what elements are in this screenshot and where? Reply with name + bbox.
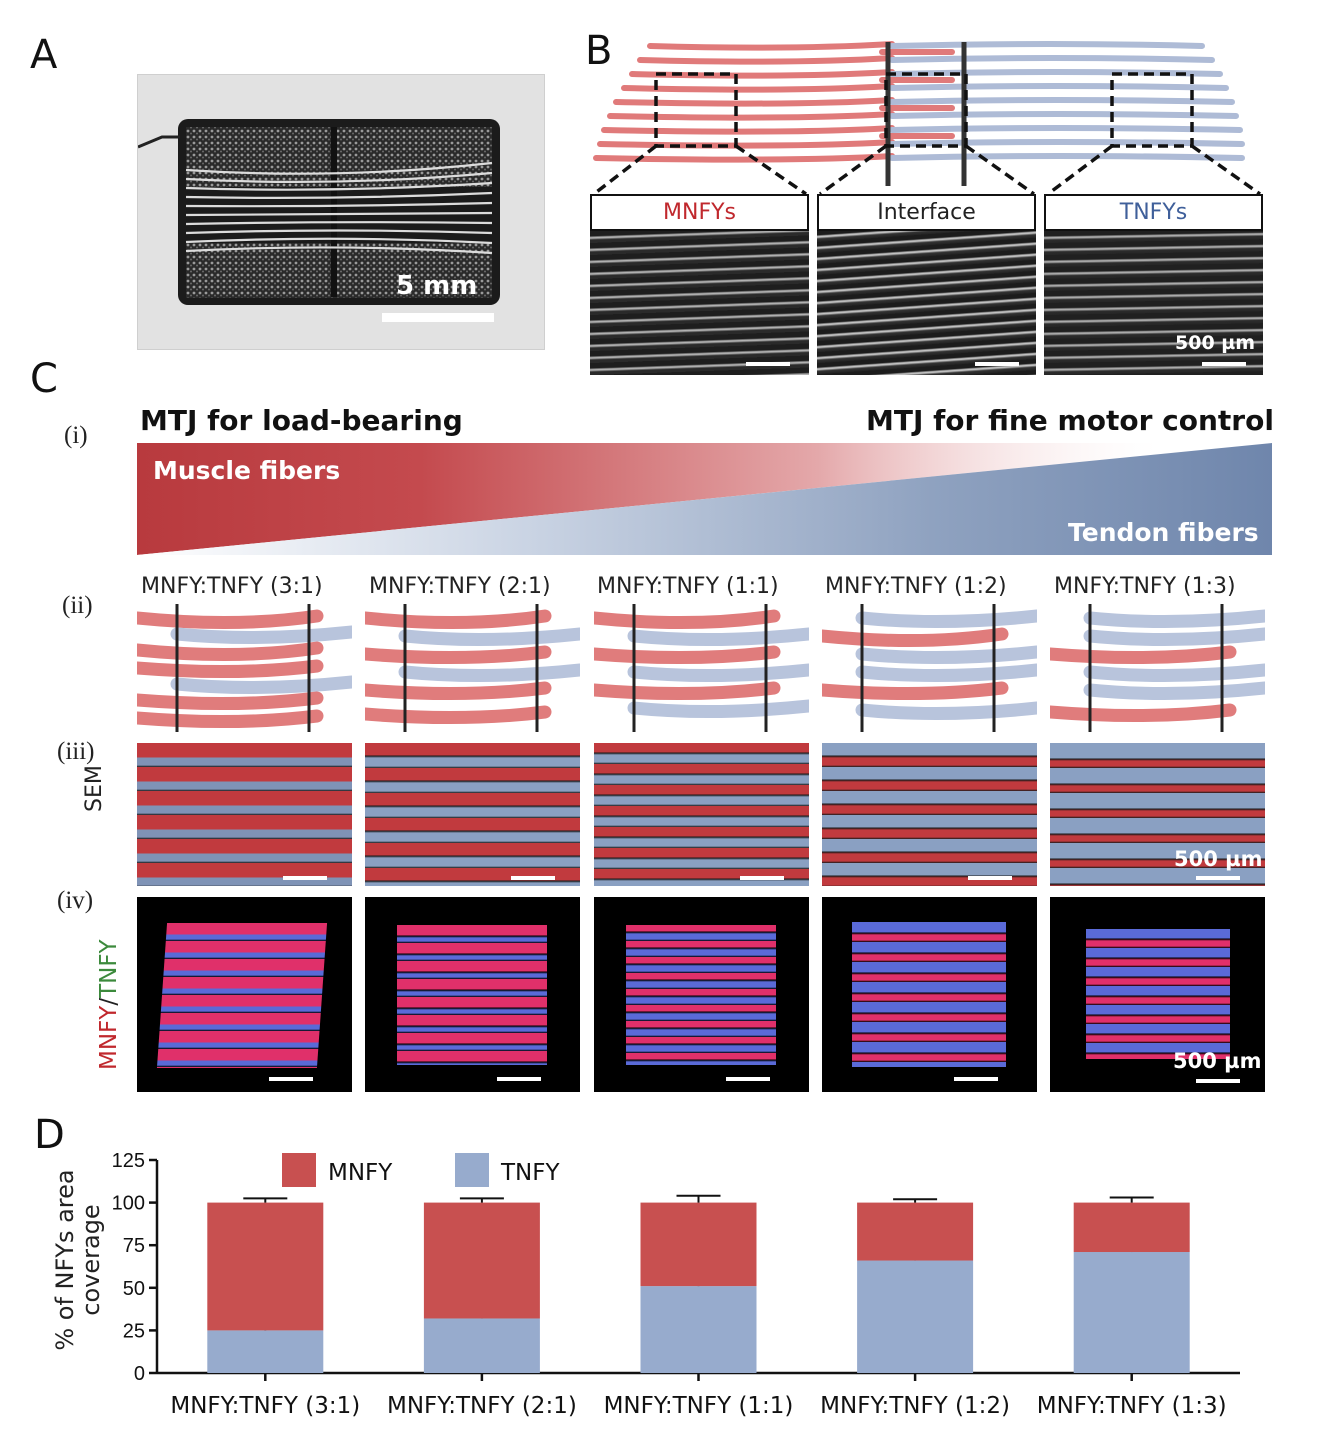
heading-load-bearing: MTJ for load-bearing bbox=[140, 404, 463, 437]
bar-tnfy bbox=[423, 1318, 540, 1373]
y-tick-label: 75 bbox=[123, 1235, 145, 1257]
bar-tnfy bbox=[207, 1330, 324, 1373]
scalebar bbox=[975, 362, 1019, 366]
scalebar bbox=[1196, 876, 1240, 880]
scalebar bbox=[1196, 1079, 1240, 1083]
scalebar-label: 500 µm bbox=[1175, 332, 1256, 354]
sem-1-1 bbox=[594, 743, 809, 886]
scalebar bbox=[269, 1077, 313, 1081]
panel-label-a: A bbox=[30, 32, 58, 78]
sem-1-3: 500 µm bbox=[1050, 743, 1265, 886]
scalebar bbox=[954, 1077, 998, 1081]
heading-fine-motor: MTJ for fine motor control bbox=[866, 404, 1274, 437]
scalebar bbox=[1202, 362, 1246, 366]
confocal-2-1 bbox=[365, 897, 580, 1092]
scalebar bbox=[968, 876, 1012, 880]
gradient-wedge bbox=[137, 443, 1272, 555]
confocal-1-2 bbox=[822, 897, 1037, 1092]
scalebar-label: 5 mm bbox=[396, 271, 478, 301]
box-mnfys-label: MNFYs bbox=[663, 200, 736, 225]
x-tick-label: MNFY:TNFY (1:3) bbox=[1037, 1393, 1227, 1419]
tendon-fibers-label: Tendon fibers bbox=[1068, 518, 1259, 547]
sem-image-tnfys: 500 µm bbox=[1044, 231, 1263, 375]
scalebar bbox=[497, 1077, 541, 1081]
ratio-title-1-3: MNFY:TNFY (1:3) bbox=[1054, 574, 1236, 599]
bar-mnfy bbox=[857, 1202, 974, 1261]
x-tick-label: MNFY:TNFY (1:1) bbox=[604, 1393, 794, 1419]
fiber-render bbox=[626, 925, 776, 1065]
x-tick-label: MNFY:TNFY (2:1) bbox=[387, 1393, 577, 1419]
legend-swatch-mnfy bbox=[282, 1153, 316, 1187]
y-tick-label: 125 bbox=[112, 1150, 145, 1172]
bar-mnfy bbox=[423, 1202, 540, 1319]
fiber-render bbox=[1086, 929, 1230, 1059]
ratio-title-2-1: MNFY:TNFY (2:1) bbox=[369, 574, 551, 599]
scalebar bbox=[511, 876, 555, 880]
scaffold-photo-graphic bbox=[137, 119, 500, 305]
box-tnfys: TNFYs bbox=[1044, 194, 1263, 231]
scalebar bbox=[283, 876, 327, 880]
legend-swatch-tnfy bbox=[455, 1153, 489, 1187]
sem-image-mnfys bbox=[590, 231, 809, 375]
muscle-fibers-label: Muscle fibers bbox=[153, 456, 341, 485]
sem-2-1 bbox=[365, 743, 580, 886]
bar-mnfy bbox=[207, 1202, 324, 1331]
sem-row-label: SEM bbox=[82, 765, 107, 812]
confocal-1-1 bbox=[594, 897, 809, 1092]
row-label-i: (i) bbox=[64, 422, 88, 449]
schematic-3-1 bbox=[137, 604, 352, 732]
panel-label-b: B bbox=[585, 28, 613, 74]
schematic-2-1 bbox=[365, 604, 580, 732]
ratio-title-1-1: MNFY:TNFY (1:1) bbox=[597, 574, 779, 599]
yarn-schematic bbox=[592, 41, 1262, 196]
fiber-render bbox=[156, 923, 328, 1068]
bar-tnfy bbox=[857, 1260, 974, 1373]
bar-tnfy bbox=[640, 1286, 757, 1373]
schematic-1-2 bbox=[822, 604, 1037, 732]
legend-label-mnfy: MNFY bbox=[328, 1160, 393, 1186]
ratio-title-1-2: MNFY:TNFY (1:2) bbox=[825, 574, 1007, 599]
bar-tnfy bbox=[1073, 1252, 1190, 1373]
box-interface: Interface bbox=[817, 194, 1036, 231]
sem-image-interface bbox=[817, 231, 1036, 375]
row-label-ii: (ii) bbox=[62, 592, 93, 619]
scalebar-label: 500 µm bbox=[1173, 1049, 1262, 1073]
tnfy-label: TNFY bbox=[96, 939, 122, 998]
scalebar bbox=[726, 1077, 770, 1081]
scalebar bbox=[740, 876, 784, 880]
y-tick-label: 100 bbox=[112, 1193, 145, 1215]
panel-label-d: D bbox=[34, 1112, 65, 1158]
stacked-bar-chart: 0 25 50 75 100 125 MNFY:TNFY (3:1) MNFY:TNFY (2… bbox=[112, 1150, 1240, 1419]
scalebar bbox=[746, 362, 790, 366]
mnfy-label: MNFY bbox=[96, 1005, 122, 1070]
ratio-title-3-1: MNFY:TNFY (3:1) bbox=[141, 574, 323, 599]
box-tnfys-label: TNFYs bbox=[1119, 200, 1188, 225]
fiber-render bbox=[852, 922, 1006, 1067]
box-interface-label: Interface bbox=[877, 200, 976, 225]
sem-3-1 bbox=[137, 743, 352, 886]
legend-label-tnfy: TNFY bbox=[500, 1160, 560, 1186]
fiber-render bbox=[397, 925, 547, 1065]
bar-mnfy bbox=[1073, 1202, 1190, 1253]
confocal-3-1 bbox=[137, 897, 352, 1092]
schematic-1-3 bbox=[1050, 604, 1265, 732]
bar-mnfy bbox=[640, 1202, 757, 1287]
sem-1-2 bbox=[822, 743, 1037, 886]
schematic-1-1 bbox=[594, 604, 809, 732]
y-tick-label: 50 bbox=[123, 1278, 145, 1300]
scaffold-photo: 5 mm bbox=[137, 74, 545, 350]
fluorescence-row-label: MNFY/TNFY bbox=[96, 939, 122, 1070]
y-tick-label: 25 bbox=[123, 1320, 145, 1342]
label-separator: / bbox=[96, 997, 122, 1006]
y-tick-label: 0 bbox=[134, 1363, 145, 1385]
confocal-1-3: 500 µm bbox=[1050, 897, 1265, 1092]
scalebar bbox=[382, 313, 494, 322]
row-label-iii: (iii) bbox=[57, 738, 95, 765]
box-mnfys: MNFYs bbox=[590, 194, 809, 231]
scalebar-label: 500 µm bbox=[1174, 847, 1263, 871]
x-tick-label: MNFY:TNFY (1:2) bbox=[820, 1393, 1010, 1419]
x-tick-label: MNFY:TNFY (3:1) bbox=[170, 1393, 360, 1419]
row-label-iv: (iv) bbox=[57, 887, 94, 914]
panel-label-c: C bbox=[30, 356, 58, 402]
